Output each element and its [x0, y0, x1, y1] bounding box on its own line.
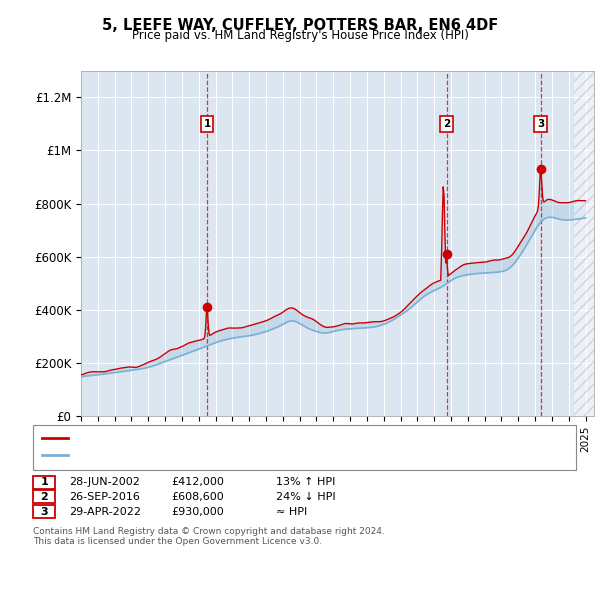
Text: 1: 1	[40, 477, 48, 487]
Text: HPI: Average price, detached house, Welwyn Hatfield: HPI: Average price, detached house, Welw…	[72, 451, 349, 460]
Text: £412,000: £412,000	[171, 477, 224, 487]
Text: ≈ HPI: ≈ HPI	[276, 507, 307, 516]
Text: 3: 3	[537, 119, 544, 129]
Text: 13% ↑ HPI: 13% ↑ HPI	[276, 477, 335, 487]
Text: 3: 3	[40, 507, 48, 516]
Text: £608,600: £608,600	[171, 492, 224, 502]
Text: 24% ↓ HPI: 24% ↓ HPI	[276, 492, 335, 502]
Text: 28-JUN-2002: 28-JUN-2002	[69, 477, 140, 487]
Text: Contains HM Land Registry data © Crown copyright and database right 2024.
This d: Contains HM Land Registry data © Crown c…	[33, 527, 385, 546]
Text: 1: 1	[203, 119, 211, 129]
Text: 29-APR-2022: 29-APR-2022	[69, 507, 141, 516]
Text: Price paid vs. HM Land Registry's House Price Index (HPI): Price paid vs. HM Land Registry's House …	[131, 30, 469, 42]
Text: 5, LEEFE WAY, CUFFLEY, POTTERS BAR, EN6 4DF (detached house): 5, LEEFE WAY, CUFFLEY, POTTERS BAR, EN6 …	[72, 433, 418, 442]
Text: 2: 2	[443, 119, 450, 129]
Text: 2: 2	[40, 492, 48, 502]
Text: 26-SEP-2016: 26-SEP-2016	[69, 492, 140, 502]
Bar	[574, 71, 594, 416]
Text: 5, LEEFE WAY, CUFFLEY, POTTERS BAR, EN6 4DF: 5, LEEFE WAY, CUFFLEY, POTTERS BAR, EN6 …	[102, 18, 498, 32]
Text: £930,000: £930,000	[171, 507, 224, 516]
